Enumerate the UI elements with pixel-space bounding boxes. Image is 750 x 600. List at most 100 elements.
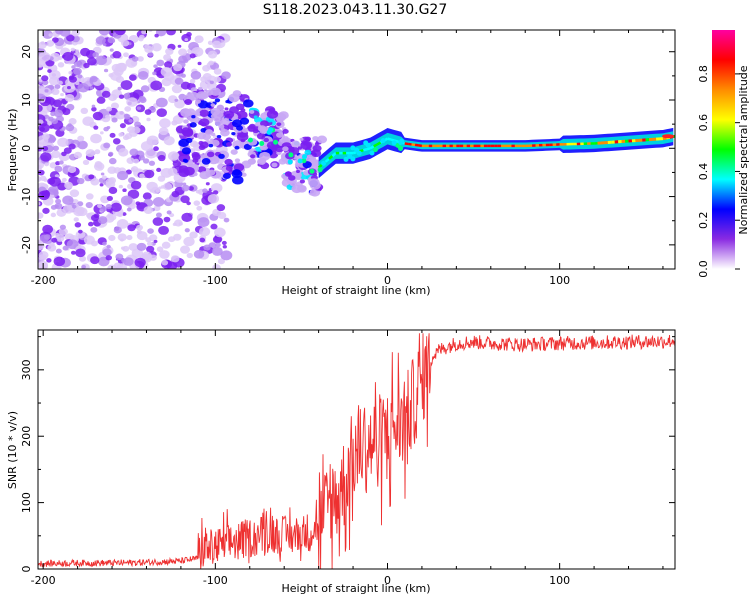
noise-blob xyxy=(170,255,180,263)
noise-blob xyxy=(108,151,114,157)
cloud-blob xyxy=(296,169,301,173)
noise-blob xyxy=(212,235,223,244)
noise-blob xyxy=(92,52,99,58)
peak-blob xyxy=(343,156,349,162)
noise-blob xyxy=(54,84,61,90)
noise-blob xyxy=(196,205,203,211)
noise-blob xyxy=(163,72,175,82)
noise-blob xyxy=(173,233,182,241)
noise-blob xyxy=(77,74,83,79)
noise-blob xyxy=(94,149,101,155)
snr-x-tick-label: -100 xyxy=(203,574,228,587)
noise-blob xyxy=(178,222,183,226)
noise-blob xyxy=(189,231,198,239)
noise-blob xyxy=(58,160,64,165)
noise-blob xyxy=(108,186,118,195)
noise-blob xyxy=(143,206,153,214)
noise-blob xyxy=(57,56,63,61)
noise-blob xyxy=(61,107,71,116)
noise-blob xyxy=(134,257,146,268)
peak-blob xyxy=(309,168,315,174)
noise-blob xyxy=(75,248,86,258)
peak-blob xyxy=(317,167,323,173)
noise-blob xyxy=(146,241,153,247)
noise-blob xyxy=(55,248,62,254)
cloud-blob xyxy=(195,99,201,104)
noise-blob xyxy=(49,125,54,129)
noise-blob xyxy=(131,248,144,258)
noise-blob xyxy=(69,76,78,83)
noise-blob xyxy=(171,84,183,94)
peak-blob xyxy=(350,145,356,151)
cloud-blob xyxy=(206,151,215,158)
noise-blob xyxy=(38,104,43,113)
spectrogram-y-tick-label: -10 xyxy=(20,188,33,206)
noise-blob xyxy=(144,44,150,49)
noise-blob xyxy=(146,117,151,122)
noise-blob xyxy=(96,96,106,104)
cloud-blob xyxy=(183,119,189,124)
peak-blob xyxy=(321,160,327,166)
noise-blob xyxy=(44,89,49,93)
cloud-blob xyxy=(210,139,220,147)
cloud-blob xyxy=(213,116,221,122)
cloud-blob xyxy=(220,128,226,133)
noise-blob xyxy=(108,214,117,221)
noise-blob xyxy=(78,255,87,262)
noise-blob xyxy=(58,227,68,236)
noise-blob xyxy=(38,212,44,219)
noise-blob xyxy=(52,145,60,151)
noise-blob xyxy=(136,224,144,231)
cloud-blob xyxy=(291,184,303,194)
cloud-blob xyxy=(231,132,236,136)
noise-blob xyxy=(120,195,133,206)
noise-blob xyxy=(105,203,112,210)
noise-blob xyxy=(88,221,94,227)
noise-blob xyxy=(183,236,195,247)
snr-series-line xyxy=(38,333,675,569)
noise-blob xyxy=(88,174,95,180)
noise-blob xyxy=(117,86,122,91)
cloud-blob xyxy=(183,166,195,176)
noise-blob xyxy=(67,123,72,127)
peak-blob xyxy=(268,127,274,133)
noise-blob xyxy=(104,114,111,119)
noise-blob xyxy=(136,242,147,251)
noise-blob xyxy=(156,246,164,252)
noise-blob xyxy=(68,118,77,125)
cloud-blob xyxy=(259,128,266,134)
cloud-blob xyxy=(207,169,216,176)
colorbar-tick-label: 0.8 xyxy=(697,65,710,83)
noise-blob xyxy=(38,254,47,261)
noise-blob xyxy=(150,80,163,91)
noise-blob xyxy=(155,212,162,218)
noise-blob xyxy=(46,40,55,47)
noise-blob xyxy=(137,56,144,62)
cloud-blob xyxy=(304,149,312,156)
noise-blob xyxy=(114,30,126,36)
noise-blob xyxy=(207,50,218,59)
noise-blob xyxy=(103,126,109,132)
noise-blob xyxy=(59,224,66,230)
noise-blob xyxy=(70,250,76,255)
noise-blob xyxy=(120,246,126,250)
noise-blob xyxy=(156,167,162,173)
cloud-blob xyxy=(232,169,241,176)
noise-blob xyxy=(155,188,161,193)
ridge-segment xyxy=(317,163,323,169)
cloud-blob xyxy=(230,149,238,155)
noise-blob xyxy=(75,49,80,53)
noise-blob xyxy=(57,137,69,148)
cloud-blob xyxy=(199,171,210,180)
noise-blob xyxy=(141,30,147,35)
noise-blob xyxy=(64,181,73,189)
noise-blob xyxy=(129,148,139,156)
noise-blob xyxy=(174,77,184,85)
cloud-blob xyxy=(316,135,328,144)
noise-blob xyxy=(133,158,140,164)
peak-blob xyxy=(302,154,308,160)
noise-blob xyxy=(210,183,223,193)
noise-blob xyxy=(46,258,52,263)
noise-blob xyxy=(86,212,93,218)
ridge-segment xyxy=(324,157,330,163)
